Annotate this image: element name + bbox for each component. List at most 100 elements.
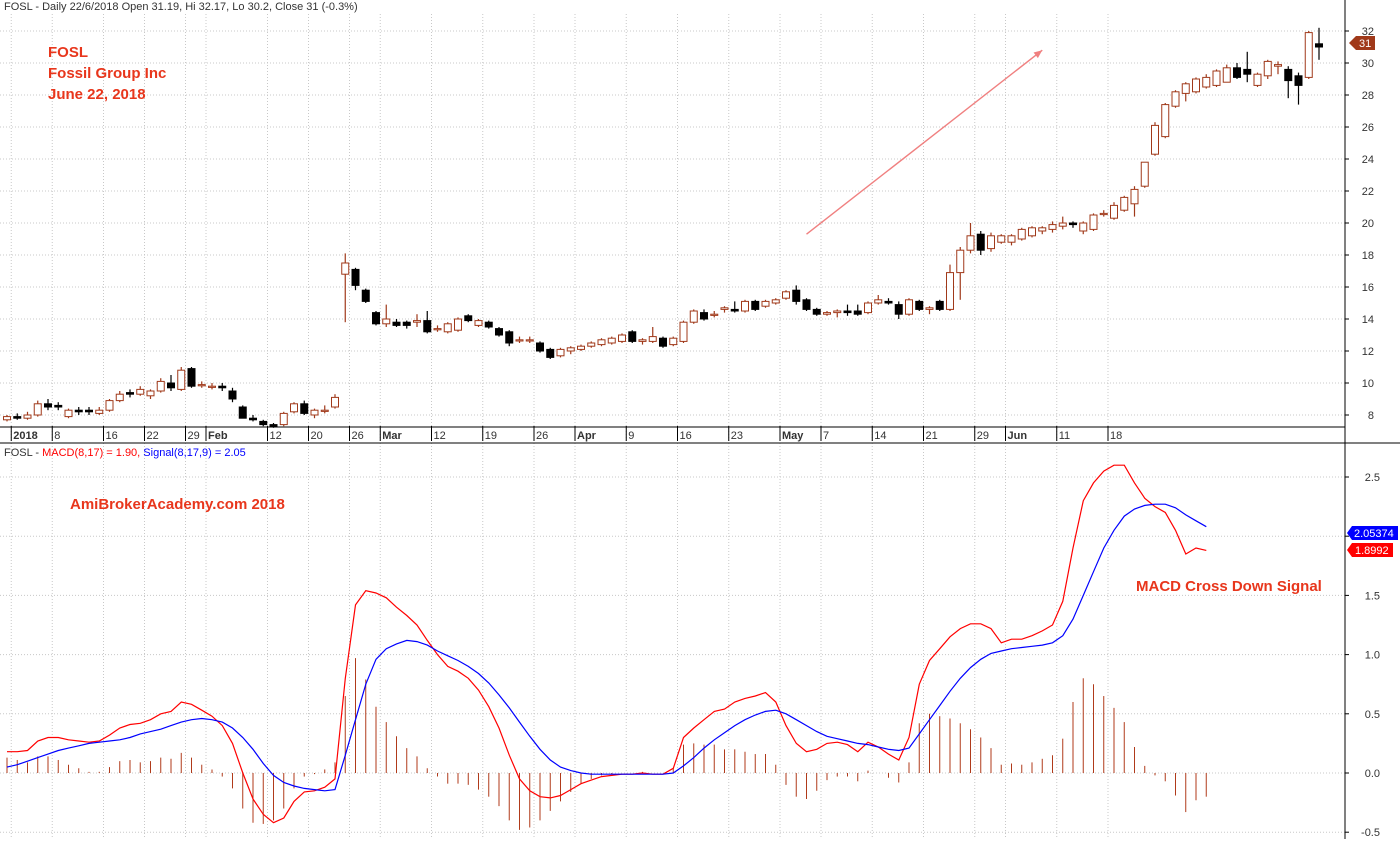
price-y-tick-label: 14 xyxy=(1362,314,1374,326)
candle xyxy=(915,299,924,311)
candle xyxy=(577,344,585,351)
candle-body xyxy=(628,331,637,342)
candle xyxy=(64,408,73,419)
candle xyxy=(95,407,104,415)
candle xyxy=(1079,221,1088,235)
macd-header-macd: MACD(8,17) = 1.90, xyxy=(42,447,140,459)
candle xyxy=(402,320,411,329)
candle-body xyxy=(515,339,524,342)
candle-body xyxy=(741,300,749,312)
candle-body xyxy=(382,318,391,325)
candle-body xyxy=(1017,228,1026,240)
candle xyxy=(279,411,288,427)
candle xyxy=(1253,72,1262,87)
price-y-tick-label: 16 xyxy=(1362,282,1374,294)
candle-body xyxy=(1099,212,1108,216)
candle-body xyxy=(85,409,93,413)
candle xyxy=(13,413,22,420)
candle xyxy=(433,325,442,332)
candle-body xyxy=(136,388,145,395)
candle xyxy=(730,301,739,313)
price-y-tick-label: 10 xyxy=(1362,378,1374,390)
trend-arrow-head xyxy=(1033,50,1043,59)
candle-body xyxy=(54,404,63,408)
x-tick-label: 20 xyxy=(311,430,323,442)
candle-body xyxy=(1304,32,1313,78)
candle-body xyxy=(1243,68,1252,75)
candle xyxy=(372,311,380,326)
candle-body xyxy=(443,323,452,333)
candle xyxy=(700,309,708,321)
candle xyxy=(1243,51,1252,83)
candle xyxy=(218,383,227,391)
x-tick-label: 12 xyxy=(434,430,446,442)
price-y-tick-label: 24 xyxy=(1362,154,1374,166)
candle-body xyxy=(372,312,380,325)
axes: 8 10 12 14 16 18 20 22 24 26 28 30 32 -0.5 0.0 0.5 1.0 1.… xyxy=(0,26,1380,839)
candle-body xyxy=(23,414,32,419)
candle xyxy=(597,338,606,347)
candle xyxy=(454,317,462,332)
x-tick-label: Apr xyxy=(577,430,597,442)
candle-body xyxy=(423,320,432,333)
candle-body xyxy=(331,396,339,408)
candle xyxy=(648,327,657,343)
macd-header-signal: Signal(8,17,9) = 2.05 xyxy=(143,447,245,459)
candle-body xyxy=(269,424,278,427)
candle xyxy=(1212,69,1221,87)
candle xyxy=(1089,213,1098,231)
x-tick-label: 7 xyxy=(823,430,829,442)
candle-body xyxy=(1161,104,1170,138)
x-tick-label: 23 xyxy=(731,430,743,442)
candle xyxy=(249,415,257,422)
candle xyxy=(1140,161,1149,188)
candle-body xyxy=(587,342,596,347)
candle xyxy=(259,419,268,427)
candle xyxy=(3,415,11,422)
candle xyxy=(935,299,944,311)
candle xyxy=(771,298,780,305)
candle xyxy=(1048,221,1057,233)
candle-body xyxy=(771,299,780,304)
candle xyxy=(208,383,216,390)
price-y-tick-label: 8 xyxy=(1368,410,1374,422)
candle xyxy=(54,402,63,411)
candle-body xyxy=(187,368,196,387)
signal-line xyxy=(6,503,1207,792)
candle-body xyxy=(1038,227,1047,232)
candle-body xyxy=(413,320,421,323)
macd-badge: 1.8992 xyxy=(1347,543,1393,557)
candle xyxy=(720,306,729,313)
candle xyxy=(802,298,811,311)
candle-body xyxy=(884,300,893,304)
macd-y-tick-label: 0.0 xyxy=(1365,768,1380,780)
candle-body xyxy=(761,300,770,307)
candle-body xyxy=(915,300,924,310)
candle xyxy=(187,367,196,388)
x-tick-label: Mar xyxy=(382,430,402,442)
candle-body xyxy=(1192,78,1200,93)
candle xyxy=(484,320,493,329)
price-y-tick-label: 32 xyxy=(1362,26,1374,38)
candle xyxy=(1058,216,1067,230)
close-badge-value: 31 xyxy=(1359,38,1371,50)
candle xyxy=(792,285,801,305)
macd-cross-note: MACD Cross Down Signal xyxy=(1136,578,1322,595)
candle xyxy=(177,367,186,391)
candle-body xyxy=(1274,64,1282,67)
price-header: FOSL - Daily 22/6/2018 Open 31.19, Hi 32… xyxy=(4,1,358,13)
candle-body xyxy=(618,334,626,342)
candle xyxy=(1151,122,1159,156)
candle-body xyxy=(546,348,555,358)
candle xyxy=(382,304,391,327)
watermark: AmiBrokerAcademy.com 2018 xyxy=(70,496,285,513)
candle xyxy=(679,320,688,343)
candle-body xyxy=(1233,67,1241,78)
candle xyxy=(341,253,350,323)
candle-body xyxy=(823,312,831,315)
candle xyxy=(423,311,432,334)
candle-body xyxy=(874,299,883,304)
candle-body xyxy=(1315,43,1323,48)
candle xyxy=(515,336,524,343)
